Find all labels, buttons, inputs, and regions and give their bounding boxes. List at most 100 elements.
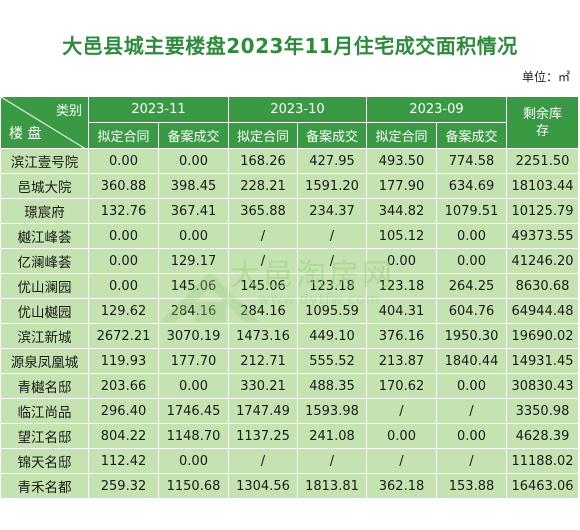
value-cell: 296.40 — [88, 398, 159, 424]
value-cell: 0.00 — [88, 223, 159, 249]
property-name-cell: 源泉凤凰城 — [0, 348, 89, 374]
property-name-cell: 青樾名邸 — [0, 373, 89, 399]
value-cell: 1137.25 — [228, 423, 298, 449]
value-cell: 129.62 — [88, 298, 159, 324]
value-cell: 212.71 — [228, 348, 298, 374]
table-row: 亿澜峰荟 0.00 129.17//0.00 0.00 41246.20 — [0, 248, 579, 274]
value-cell: 2672.21 — [88, 323, 159, 349]
value-cell: 344.82 — [366, 198, 437, 224]
value-cell: 145.06 — [158, 273, 229, 299]
value-cell: 449.10 — [297, 323, 367, 349]
value-cell: 1950.30 — [436, 323, 507, 349]
value-cell: 488.35 — [297, 373, 367, 399]
value-cell: 1095.59 — [297, 298, 367, 324]
value-cell: 105.12 — [366, 223, 437, 249]
value-cell: 1840.44 — [436, 348, 507, 374]
value-cell: 203.66 — [88, 373, 159, 399]
value-cell: 1304.56 — [228, 473, 298, 499]
property-name-cell: 优山樾园 — [0, 298, 89, 324]
value-cell: / — [436, 398, 507, 424]
value-cell: 0.00 — [436, 423, 507, 449]
page-title: 大邑县城主要楼盘2023年11月住宅成交面积情况 — [62, 34, 518, 58]
category-label: 类别 — [55, 104, 82, 119]
month-header: 2023-11 — [88, 96, 229, 123]
value-cell: / — [228, 223, 298, 249]
remaining-stock-cell: 14931.45 — [506, 348, 579, 374]
value-cell: 234.37 — [297, 198, 367, 224]
value-cell: 0.00 — [366, 248, 437, 274]
property-name-cell: 望江名邸 — [0, 423, 89, 449]
value-cell: 123.18 — [366, 273, 437, 299]
value-cell: 427.95 — [297, 148, 367, 174]
value-cell: 264.25 — [436, 273, 507, 299]
remaining-stock-cell: 11188.02 — [506, 448, 579, 474]
value-cell: 0.00 — [158, 373, 229, 399]
property-name-cell: 滨江壹号院 — [0, 148, 89, 174]
value-cell: 360.88 — [88, 173, 159, 199]
value-cell: 177.70 — [158, 348, 229, 374]
value-cell: 362.18 — [366, 473, 437, 499]
value-cell: 1473.16 — [228, 323, 298, 349]
property-name-cell: 优山澜园 — [0, 273, 89, 299]
property-name-cell: 樾江峰荟 — [0, 223, 89, 249]
remaining-stock-cell: 4628.39 — [506, 423, 579, 449]
value-cell: 3070.19 — [158, 323, 229, 349]
remaining-stock-cell: 30830.43 — [506, 373, 579, 399]
value-cell: 145.06 — [228, 273, 298, 299]
value-cell: 1148.70 — [158, 423, 229, 449]
remaining-stock-header: 剩余库存 — [506, 96, 579, 149]
table-row: 优山澜园 0.00 145.06 145.06 123.18 123.18 264.25 86… — [0, 273, 579, 299]
value-cell: 170.62 — [366, 373, 437, 399]
table-row: 青樾名邸 203.66 0.00 330.21 488.35 170.62 0.00 3083… — [0, 373, 579, 399]
value-cell: 404.31 — [366, 298, 437, 324]
value-cell: / — [436, 448, 507, 474]
value-cell: 259.32 — [88, 473, 159, 499]
sub-header: 备案成交 — [158, 122, 229, 149]
property-name-cell: 邑城大院 — [0, 173, 89, 199]
value-cell: 129.17 — [158, 248, 229, 274]
remaining-stock-cell: 18103.44 — [506, 173, 579, 199]
value-cell: / — [297, 448, 367, 474]
month-header: 2023-09 — [366, 96, 507, 123]
value-cell: 153.88 — [436, 473, 507, 499]
value-cell: 1591.20 — [297, 173, 367, 199]
remaining-stock-cell: 8630.68 — [506, 273, 579, 299]
table-body: 滨江壹号院 0.00 0.00 168.26 427.95 493.50 774.58 225… — [0, 148, 579, 499]
value-cell: 398.45 — [158, 173, 229, 199]
value-cell: 0.00 — [436, 373, 507, 399]
remaining-stock-cell: 19690.02 — [506, 323, 579, 349]
table-row: 源泉凤凰城 119.93 177.70 212.71 555.52 213.87 1840.… — [0, 348, 579, 374]
value-cell: 1747.49 — [228, 398, 298, 424]
table-row: 滨江新城 2672.21 3070.19 1473.16 449.10 376.16 195… — [0, 323, 579, 349]
value-cell: 0.00 — [158, 448, 229, 474]
property-name-cell: 璟宸府 — [0, 198, 89, 224]
remaining-stock-cell: 49373.55 — [506, 223, 579, 249]
value-cell: 1079.51 — [436, 198, 507, 224]
value-cell: 1593.98 — [297, 398, 367, 424]
value-cell: / — [297, 223, 367, 249]
month-header: 2023-10 — [228, 96, 367, 123]
value-cell: 119.93 — [88, 348, 159, 374]
value-cell: / — [297, 248, 367, 274]
table-row: 青禾名都 259.32 1150.68 1304.56 1813.81 362.18 153… — [0, 473, 579, 499]
table-row: 滨江壹号院 0.00 0.00 168.26 427.95 493.50 774.58 225… — [0, 148, 579, 174]
value-cell: 0.00 — [88, 248, 159, 274]
value-cell: 0.00 — [158, 148, 229, 174]
data-table: 类别 楼 盘 2023-11 2023-10 2023-09 剩余库存 拟定合同… — [0, 96, 579, 499]
value-cell: 1746.45 — [158, 398, 229, 424]
value-cell: 0.00 — [158, 223, 229, 249]
table-row: 优山樾园 129.62 284.16 284.16 1095.59 404.31 604.7… — [0, 298, 579, 324]
value-cell: / — [366, 448, 437, 474]
value-cell: 241.08 — [297, 423, 367, 449]
table-row: 望江名邸 804.22 1148.70 1137.25 241.08 0.00 0.00 46… — [0, 423, 579, 449]
sub-header: 备案成交 — [297, 122, 367, 149]
remaining-stock-cell: 2251.50 — [506, 148, 579, 174]
remaining-stock-cell: 64944.48 — [506, 298, 579, 324]
value-cell: 367.41 — [158, 198, 229, 224]
remaining-stock-cell: 41246.20 — [506, 248, 579, 274]
value-cell: 0.00 — [88, 148, 159, 174]
value-cell: 284.16 — [158, 298, 229, 324]
property-name-cell: 滨江新城 — [0, 323, 89, 349]
property-name-cell: 青禾名都 — [0, 473, 89, 499]
value-cell: 604.76 — [436, 298, 507, 324]
